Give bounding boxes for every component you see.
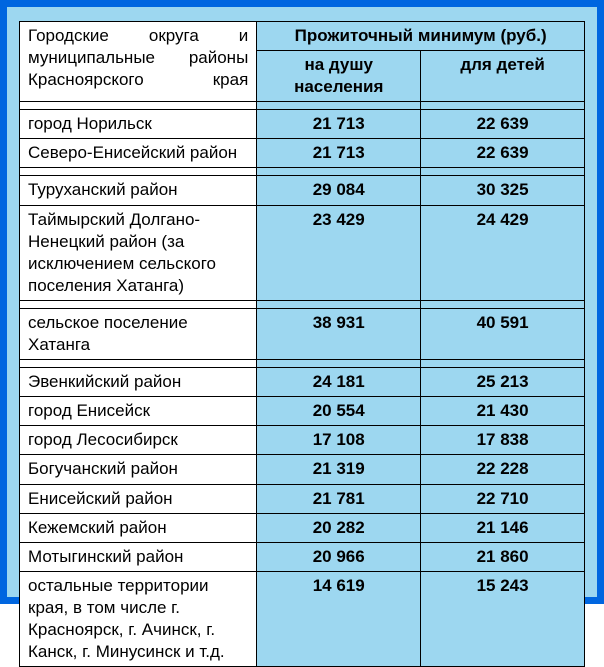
spacer-row	[20, 168, 585, 176]
row-val-per-capita: 21 781	[257, 484, 421, 513]
min-subsistence-table: Городские округа и муниципальные районы …	[19, 21, 585, 667]
row-val-children: 17 838	[421, 426, 585, 455]
row-val-children: 22 639	[421, 139, 585, 168]
table-row: город Енисейск 20 554 21 430	[20, 397, 585, 426]
table-row: Мотыгинский район 20 966 21 860	[20, 542, 585, 571]
table-row: Богучанский район 21 319 22 228	[20, 455, 585, 484]
row-val-children: 30 325	[421, 176, 585, 205]
table-row: Енисейский район 21 781 22 710	[20, 484, 585, 513]
row-val-per-capita: 20 966	[257, 542, 421, 571]
row-val-children: 22 639	[421, 110, 585, 139]
row-val-per-capita: 24 181	[257, 368, 421, 397]
table-frame: Городские округа и муниципальные районы …	[0, 0, 604, 604]
row-name: Эвенкийский район	[20, 368, 257, 397]
row-val-children: 24 429	[421, 205, 585, 300]
row-val-children: 21 860	[421, 542, 585, 571]
row-name: Богучанский район	[20, 455, 257, 484]
table-row: остальные территории края, в том числе г…	[20, 571, 585, 666]
row-name: Енисейский район	[20, 484, 257, 513]
row-name: Туруханский район	[20, 176, 257, 205]
spacer-row	[20, 360, 585, 368]
table-row: город Лесосибирск 17 108 17 838	[20, 426, 585, 455]
row-name: Таймырский Долгано-Ненецкий район (за ис…	[20, 205, 257, 300]
row-val-per-capita: 29 084	[257, 176, 421, 205]
row-name: Северо-Енисейский район	[20, 139, 257, 168]
table-row: сельское поселение Хатанга 38 931 40 591	[20, 308, 585, 359]
table-row: Туруханский район 29 084 30 325	[20, 176, 585, 205]
row-name: сельское поселение Хатанга	[20, 308, 257, 359]
row-val-children: 22 228	[421, 455, 585, 484]
row-val-per-capita: 21 319	[257, 455, 421, 484]
row-name: город Норильск	[20, 110, 257, 139]
header-col-children: для детей	[421, 51, 585, 102]
header-left: Городские округа и муниципальные районы …	[20, 22, 257, 102]
table-row: Кежемский район 20 282 21 146	[20, 513, 585, 542]
row-name: остальные территории края, в том числе г…	[20, 571, 257, 666]
row-val-per-capita: 21 713	[257, 139, 421, 168]
row-name: город Енисейск	[20, 397, 257, 426]
row-val-children: 22 710	[421, 484, 585, 513]
row-val-children: 25 213	[421, 368, 585, 397]
row-val-per-capita: 14 619	[257, 571, 421, 666]
row-val-children: 21 146	[421, 513, 585, 542]
row-val-per-capita: 23 429	[257, 205, 421, 300]
row-val-per-capita: 21 713	[257, 110, 421, 139]
row-name: город Лесосибирск	[20, 426, 257, 455]
table-row: Северо-Енисейский район 21 713 22 639	[20, 139, 585, 168]
row-name: Мотыгинский район	[20, 542, 257, 571]
row-val-children: 21 430	[421, 397, 585, 426]
row-val-children: 40 591	[421, 308, 585, 359]
row-val-per-capita: 38 931	[257, 308, 421, 359]
row-val-per-capita: 20 554	[257, 397, 421, 426]
row-name: Кежемский район	[20, 513, 257, 542]
header-col-per-capita: на душу населения	[257, 51, 421, 102]
row-val-per-capita: 17 108	[257, 426, 421, 455]
header-merged: Прожиточный минимум (руб.)	[257, 22, 585, 51]
spacer-row	[20, 102, 585, 110]
row-val-children: 15 243	[421, 571, 585, 666]
row-val-per-capita: 20 282	[257, 513, 421, 542]
spacer-row	[20, 300, 585, 308]
table-row: город Норильск 21 713 22 639	[20, 110, 585, 139]
table-row: Эвенкийский район 24 181 25 213	[20, 368, 585, 397]
table-row: Таймырский Долгано-Ненецкий район (за ис…	[20, 205, 585, 300]
